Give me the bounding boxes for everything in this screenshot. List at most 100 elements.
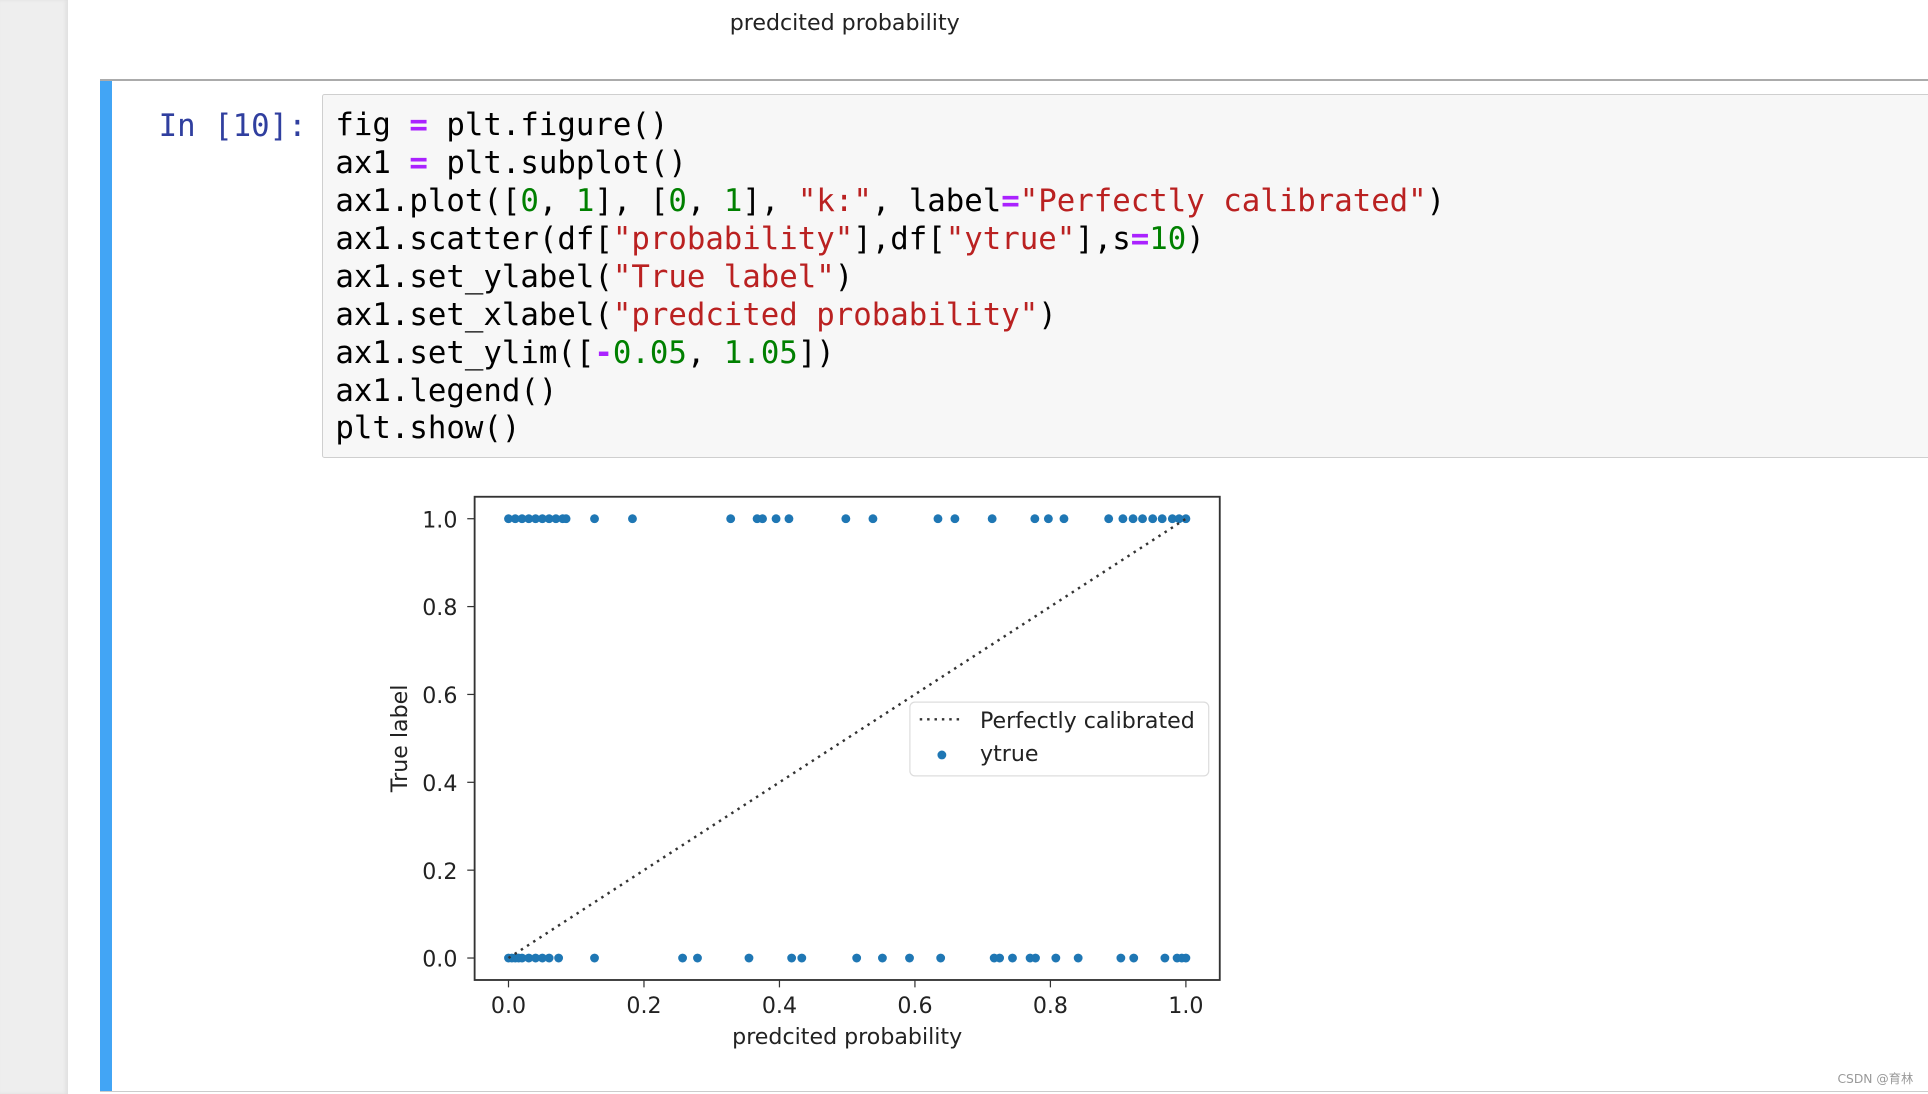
scatter-point <box>1104 514 1114 524</box>
code-token: , <box>686 183 724 220</box>
code-token: = <box>1130 221 1150 258</box>
scatter-point <box>1128 514 1138 524</box>
scatter-point <box>544 514 554 524</box>
code-token: ],s <box>1075 221 1131 258</box>
scatter-point <box>744 953 754 963</box>
legend-label: ytrue <box>980 741 1039 767</box>
code-token: 1 <box>575 183 595 220</box>
code-line: ax1.legend() <box>335 373 1928 411</box>
code-line: fig = plt.figure() <box>335 107 1928 145</box>
scatter-point <box>510 514 520 524</box>
code-token: plt.subplot() <box>427 145 687 182</box>
scatter-point <box>1181 953 1191 963</box>
scatter-point <box>1031 953 1040 963</box>
x-tick-label: 0.6 <box>897 993 932 1019</box>
scatter-point <box>950 514 960 524</box>
scatter-point <box>1073 953 1083 963</box>
scatter-point <box>1116 953 1126 963</box>
x-tick-label: 1.0 <box>1168 993 1203 1019</box>
code-token: ax1.set_xlabel( <box>335 296 613 333</box>
y-tick-label: 0.0 <box>422 947 457 973</box>
code-token: ax1.plot([ <box>335 183 521 220</box>
code-token: ax1.scatter(df[ <box>335 221 613 258</box>
scatter-point <box>504 514 513 524</box>
code-token: "k:" <box>797 183 872 220</box>
scatter-point <box>524 514 534 524</box>
scatter-point <box>784 514 794 524</box>
code-line: ax1 = plt.subplot() <box>335 145 1928 183</box>
code-token: "Perfectly calibrated" <box>1019 183 1427 220</box>
scatter-point <box>841 514 851 524</box>
previous-output-xlabel: predcited probability <box>729 9 960 36</box>
scatter-point <box>1174 514 1184 524</box>
scatter-point <box>852 953 862 963</box>
code-token: ) <box>1186 221 1205 258</box>
code-line: ax1.set_ylim([-0.05, 1.05]) <box>335 335 1928 373</box>
scatter-point <box>1043 514 1053 524</box>
code-token: ) <box>834 258 854 295</box>
code-token: ],df[ <box>853 221 946 258</box>
code-token: - <box>594 334 613 371</box>
code-token: ], [ <box>594 183 669 220</box>
scatter-point <box>517 953 527 963</box>
scatter-point <box>758 514 767 524</box>
code-token: 0 <box>668 183 687 220</box>
code-token: 10 <box>1149 221 1187 258</box>
scatter-point <box>551 514 561 524</box>
scatter-point <box>995 953 1005 963</box>
code-token: = <box>409 145 428 182</box>
code-line: ax1.plot([0, 1], [0, 1], "k:", label="Pe… <box>335 183 1928 221</box>
legend-label: Perfectly calibrated <box>980 708 1195 734</box>
scatter-point <box>628 514 637 524</box>
legend-marker-swatch <box>937 750 947 760</box>
code-token: 0 <box>520 183 539 220</box>
scatter-point <box>877 953 887 963</box>
code-token: ]) <box>797 334 835 371</box>
y-tick-label: 0.6 <box>422 683 457 709</box>
scatter-point <box>1030 514 1040 524</box>
y-tick-label: 0.8 <box>422 595 457 621</box>
scatter-point <box>537 953 547 963</box>
code-token: ax1.set_ylim([ <box>335 334 595 371</box>
code-token: , <box>538 183 576 220</box>
code-token: ) <box>1426 183 1446 220</box>
code-token: = <box>1001 183 1020 220</box>
x-axis-label: predcited probability <box>732 1024 962 1050</box>
scatter-point <box>797 953 807 963</box>
scatter-point <box>531 514 541 524</box>
scatter-point <box>1008 953 1017 963</box>
y-tick-label: 0.2 <box>422 859 457 885</box>
scatter-point <box>1059 514 1069 524</box>
y-axis-label: True label <box>387 685 413 794</box>
scatter-point <box>726 514 736 524</box>
scatter-point <box>1118 514 1128 524</box>
input-prompt: In [10]: <box>158 107 307 144</box>
code-token: = <box>409 107 428 144</box>
scatter-point <box>1129 953 1139 963</box>
code-line: plt.show() <box>335 410 1928 448</box>
scatter-point <box>1051 953 1061 963</box>
calibration-line <box>507 517 1187 960</box>
scatter-point <box>905 953 914 963</box>
code-line: ax1.set_xlabel("predcited probability") <box>335 297 1928 335</box>
code-token: "predcited probability" <box>612 296 1039 333</box>
code-line: ax1.set_ylabel("True label") <box>335 259 1928 297</box>
scatter-point <box>517 514 527 524</box>
scatter-point <box>933 514 943 524</box>
y-tick-label: 0.4 <box>422 771 457 797</box>
scatter-point <box>1157 514 1167 524</box>
code-token: 1 <box>723 183 743 220</box>
scatter-point <box>678 953 688 963</box>
code-token: ax1 <box>335 145 410 182</box>
watermark: CSDN @育林 <box>1837 1071 1914 1086</box>
scatter-point <box>531 953 541 963</box>
scatter-point <box>544 953 554 963</box>
scatter-point <box>1160 953 1170 963</box>
code-cell[interactable]: In [10]: fig = plt.figure() ax1 = plt.sub… <box>99 78 1928 1093</box>
code-token: plt.show() <box>335 410 521 447</box>
scatter-point <box>936 953 946 963</box>
scatter-point <box>537 514 547 524</box>
scatter-point <box>1167 514 1177 524</box>
code-token: fig <box>335 107 410 144</box>
code-editor[interactable]: fig = plt.figure() ax1 = plt.subplot() ax1… <box>322 94 1928 459</box>
